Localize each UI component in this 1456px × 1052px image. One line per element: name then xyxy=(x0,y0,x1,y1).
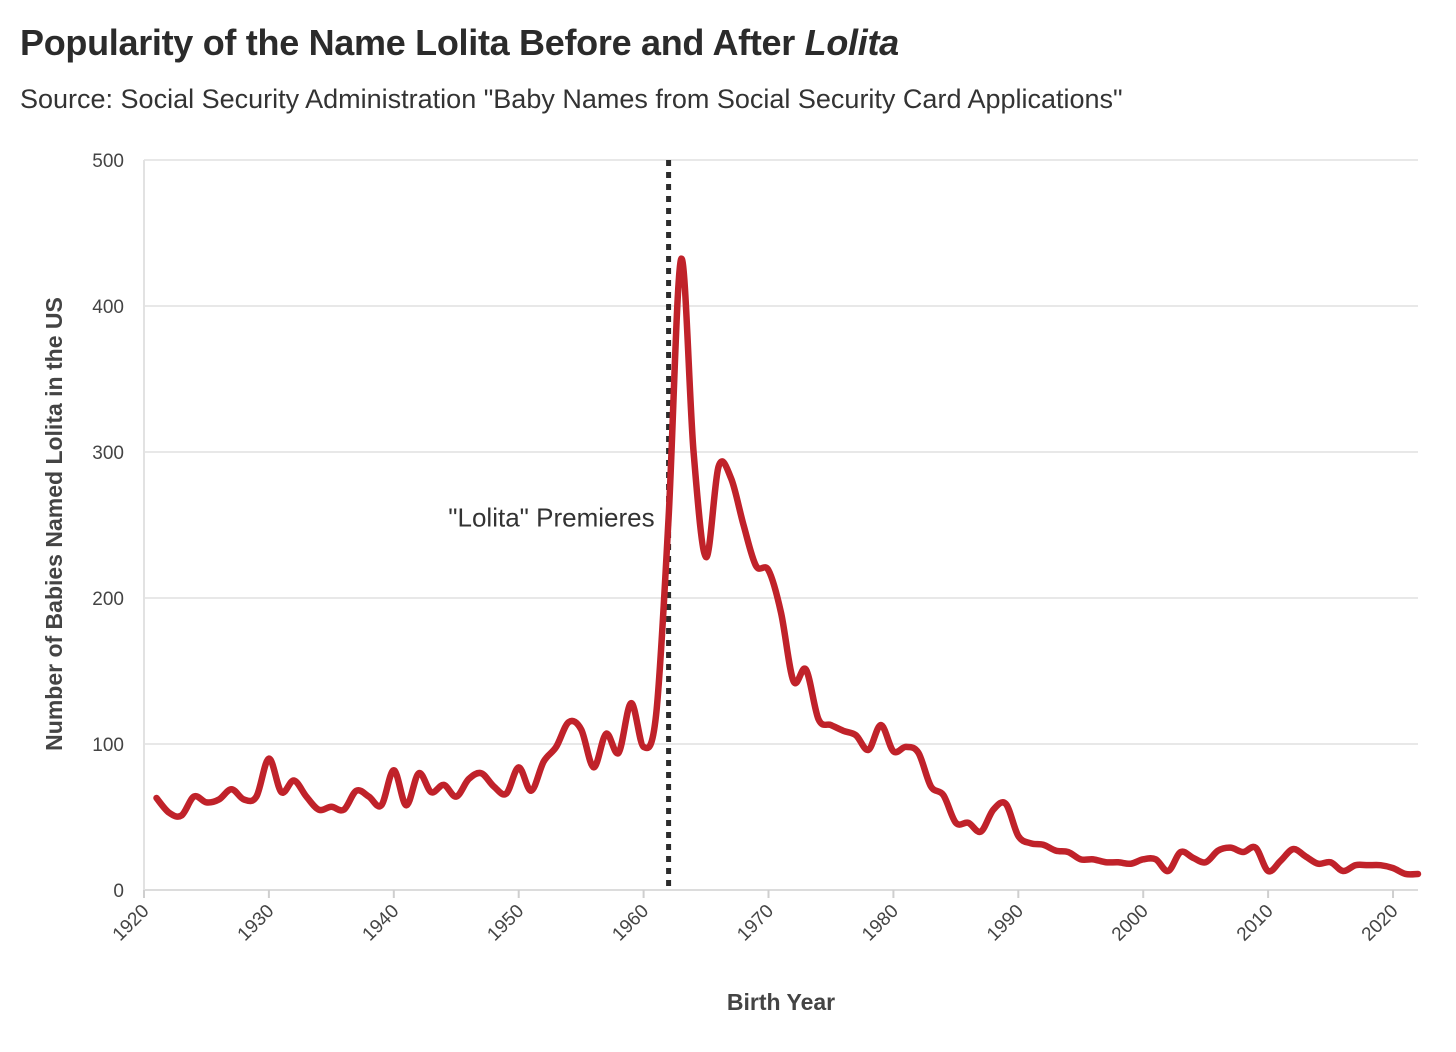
chart-title: Popularity of the Name Lolita Before and… xyxy=(20,22,899,64)
x-tick-label: 2020 xyxy=(1358,901,1403,946)
series-layer xyxy=(153,255,1422,878)
x-axis-title: Birth Year xyxy=(727,989,835,1015)
series-line xyxy=(153,255,1422,878)
annotation-label: "Lolita" Premieres xyxy=(448,503,654,533)
chart-subtitle: Source: Social Security Administration "… xyxy=(20,84,1123,114)
x-tick-label: 1940 xyxy=(359,901,404,946)
x-tick-label: 1920 xyxy=(109,901,154,946)
x-tick-label: 1950 xyxy=(483,901,528,946)
y-axis: 0 100 200 300 400 500 xyxy=(92,151,145,902)
x-tick-label: 1990 xyxy=(983,901,1028,946)
y-tick-label: 500 xyxy=(92,151,124,172)
y-tick-label: 0 xyxy=(113,881,124,902)
chart-title-main: Popularity of the Name Lolita Before and… xyxy=(20,22,805,63)
y-tick-label: 400 xyxy=(92,297,124,318)
x-tick-label: 1980 xyxy=(858,901,903,946)
x-tick-label: 1930 xyxy=(234,901,279,946)
x-tick-label: 2010 xyxy=(1233,901,1278,946)
y-axis-title: Number of Babies Named Lolita in the US xyxy=(41,297,67,751)
gridlines xyxy=(144,159,1418,891)
x-axis: 1920 1930 1940 1950 1960 1970 1980 1990 2000 2010… xyxy=(109,890,1403,945)
x-tick-label: 1970 xyxy=(733,901,778,946)
annotation: "Lolita" Premieres xyxy=(448,160,672,890)
y-tick-label: 200 xyxy=(92,589,124,610)
chart-title-italic: Lolita xyxy=(804,22,900,63)
x-tick-label: 1960 xyxy=(608,901,653,946)
y-tick-label: 100 xyxy=(92,735,124,756)
y-tick-label: 300 xyxy=(92,443,124,464)
x-tick-label: 2000 xyxy=(1108,901,1153,946)
